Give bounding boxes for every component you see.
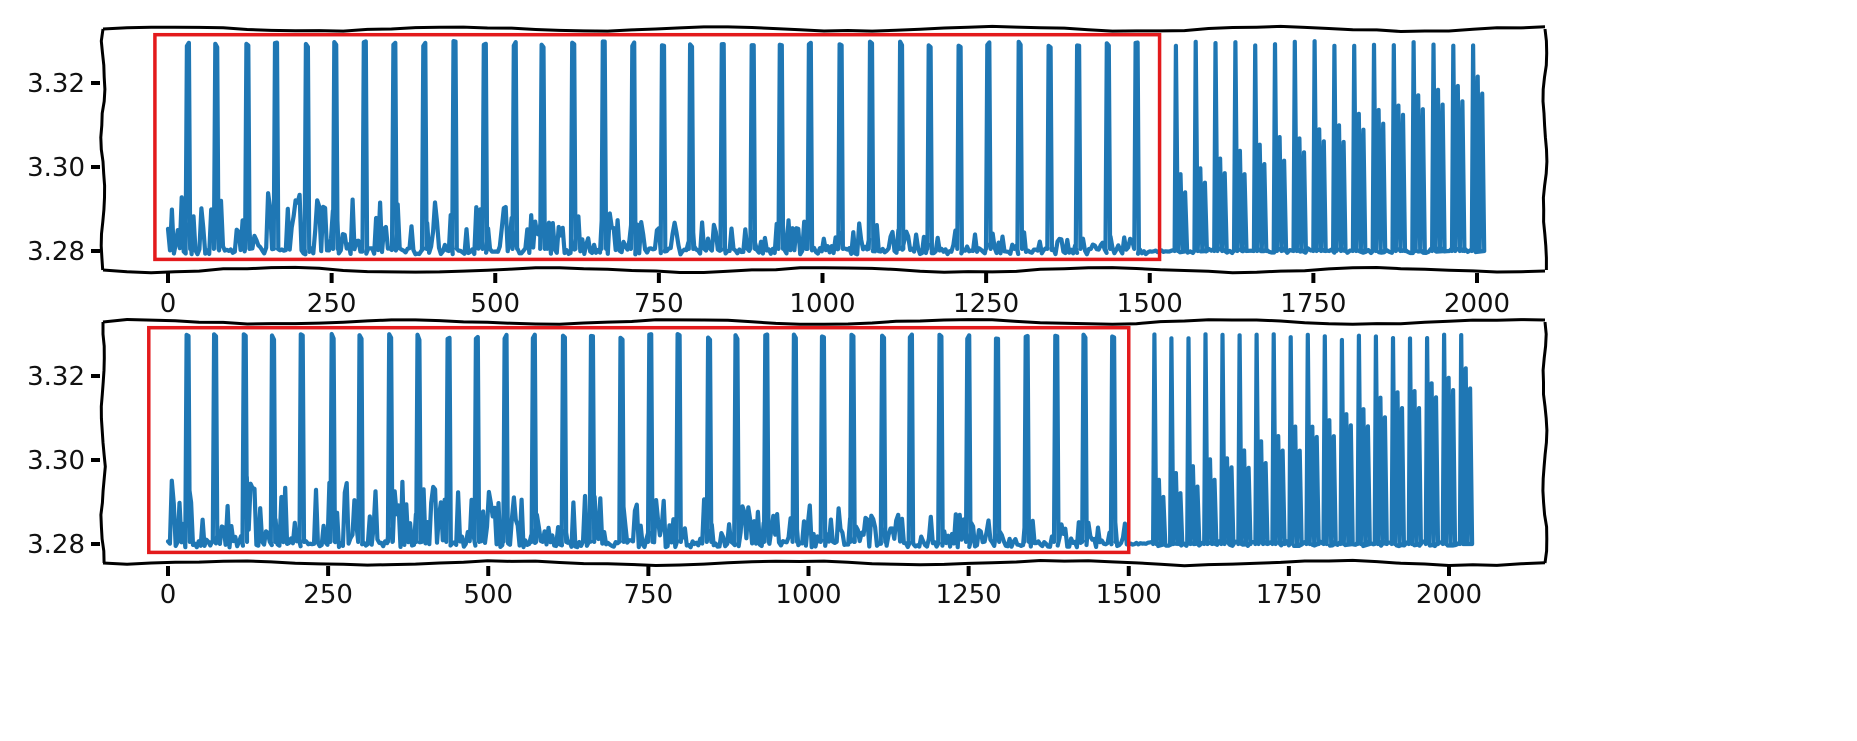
y-tick-label: 3.28 [27,237,85,267]
frame-left [99,28,107,271]
x-tick-label: 1500 [1096,580,1162,610]
frame-right [1541,28,1549,270]
top-panel: 3.28 3.30 3.32 0 250 500 750 1000 1250 1500 1750 20… [27,24,1549,319]
series-line [165,39,1487,257]
series-line [165,331,1475,550]
frame-right [1541,321,1549,564]
x-tick-label: 1750 [1256,580,1322,610]
x-tick-label: 750 [634,289,684,319]
x-tick-label: 1750 [1280,289,1346,319]
x-tick-label: 250 [307,289,357,319]
frame-top [102,24,1546,34]
y-tick-label: 3.30 [27,153,85,183]
x-tick-label: 1250 [953,289,1019,319]
x-tick-label: 500 [470,289,520,319]
y-tick-label: 3.32 [27,362,85,392]
x-tick-label: 2000 [1416,580,1482,610]
y-tick-label: 3.28 [27,530,85,560]
frame-bottom [102,558,1546,568]
x-tick-label: 1500 [1117,289,1183,319]
frame-top [102,317,1546,326]
x-tick-label: 0 [160,289,177,319]
x-tick-label: 1000 [789,289,855,319]
y-tick-label: 3.30 [27,446,85,476]
highlight-box [147,325,1131,555]
x-tick-label: 500 [463,580,513,610]
frame-left [99,322,107,564]
x-tick-label: 0 [160,580,177,610]
x-tick-label: 2000 [1444,289,1510,319]
x-tick-label: 1250 [936,580,1002,610]
bottom-panel: 3.28 3.30 3.32 0 250 500 750 1000 1250 1500 1750 20… [27,317,1549,610]
y-tick-label: 3.32 [27,69,85,99]
highlight-box [153,32,1162,262]
x-tick-label: 1000 [775,580,841,610]
frame-bottom [102,265,1546,275]
x-tick-label: 750 [624,580,674,610]
x-tick-label: 250 [303,580,353,610]
